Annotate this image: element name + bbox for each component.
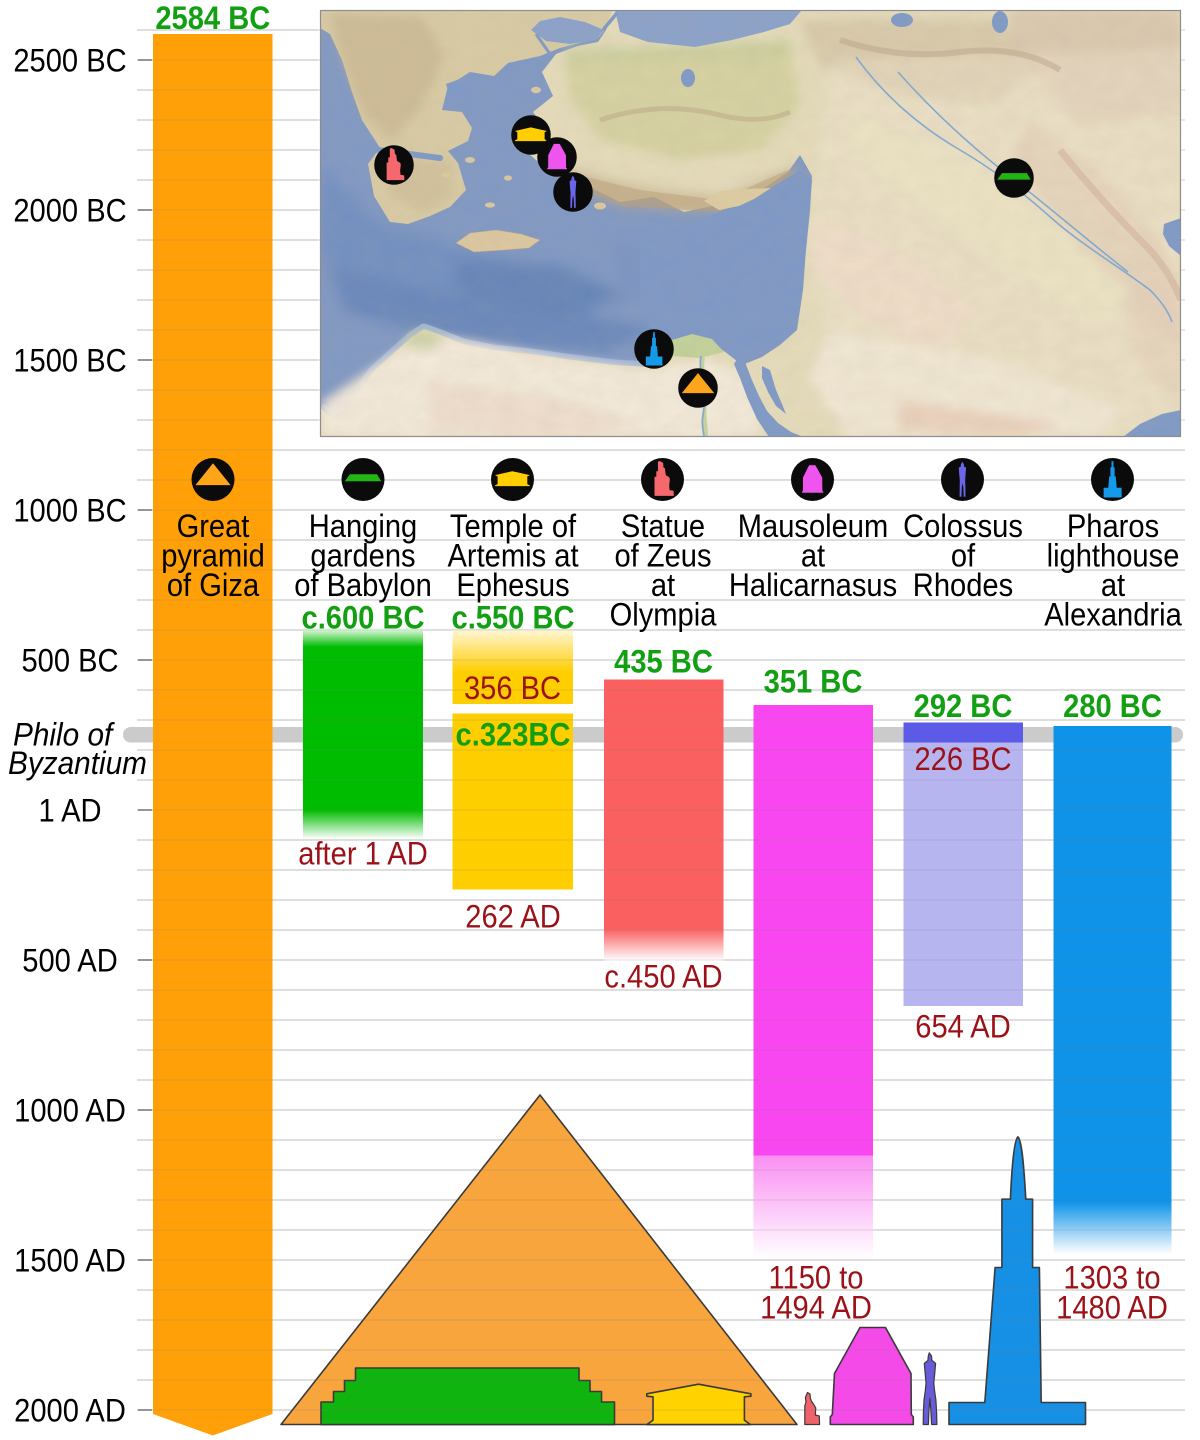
svg-text:1480 AD: 1480 AD <box>1056 1290 1168 1326</box>
svg-text:c.600 BC: c.600 BC <box>302 600 425 636</box>
svg-text:Ephesus: Ephesus <box>456 567 569 603</box>
svg-text:Temple of: Temple of <box>450 508 576 544</box>
svg-text:Halicarnasus: Halicarnasus <box>729 567 897 603</box>
svg-text:Colossus: Colossus <box>903 508 1023 544</box>
svg-text:Mausoleum: Mausoleum <box>738 508 889 544</box>
svg-text:351 BC: 351 BC <box>764 664 863 700</box>
svg-text:500 BC: 500 BC <box>21 643 118 679</box>
svg-text:Hanging: Hanging <box>309 508 418 544</box>
svg-text:280 BC: 280 BC <box>1063 688 1162 724</box>
svg-text:1000 BC: 1000 BC <box>13 493 126 529</box>
svg-text:654 AD: 654 AD <box>915 1009 1011 1045</box>
svg-text:1303 to: 1303 to <box>1063 1260 1160 1296</box>
svg-text:2500 BC: 2500 BC <box>13 43 126 79</box>
svg-text:Rhodes: Rhodes <box>913 567 1013 603</box>
svg-text:at: at <box>1101 567 1125 603</box>
svg-text:226 BC: 226 BC <box>914 741 1011 777</box>
svg-text:at: at <box>801 538 825 574</box>
svg-text:lighthouse: lighthouse <box>1047 538 1180 574</box>
svg-text:c.323BC: c.323BC <box>456 717 571 753</box>
svg-text:1500 AD: 1500 AD <box>14 1243 126 1279</box>
svg-text:1494 AD: 1494 AD <box>760 1290 872 1326</box>
svg-text:2584 BC: 2584 BC <box>155 0 270 36</box>
svg-text:of Giza: of Giza <box>167 567 259 603</box>
svg-text:c.550 BC: c.550 BC <box>452 600 575 636</box>
svg-text:Artemis at: Artemis at <box>447 538 578 574</box>
svg-text:Byzantium: Byzantium <box>8 745 147 781</box>
svg-text:292 BC: 292 BC <box>914 688 1013 724</box>
svg-text:Olympia: Olympia <box>610 597 717 633</box>
svg-text:356 BC: 356 BC <box>464 670 561 706</box>
svg-text:2000 BC: 2000 BC <box>13 193 126 229</box>
svg-text:of Zeus: of Zeus <box>614 538 711 574</box>
svg-text:after 1 AD: after 1 AD <box>298 836 428 872</box>
svg-text:1000 AD: 1000 AD <box>14 1093 126 1129</box>
svg-text:262 AD: 262 AD <box>465 899 561 935</box>
svg-text:500 AD: 500 AD <box>22 943 118 979</box>
svg-text:1500 BC: 1500 BC <box>13 343 126 379</box>
svg-text:of Babylon: of Babylon <box>294 567 432 603</box>
svg-text:of: of <box>951 538 975 574</box>
svg-text:gardens: gardens <box>310 538 415 574</box>
svg-text:Great: Great <box>177 508 250 544</box>
svg-text:pyramid: pyramid <box>161 538 265 574</box>
svg-text:Alexandria: Alexandria <box>1044 597 1182 633</box>
svg-text:at: at <box>651 567 675 603</box>
svg-text:Statue: Statue <box>621 508 705 544</box>
svg-text:1 AD: 1 AD <box>38 793 101 829</box>
svg-text:2000 AD: 2000 AD <box>14 1393 126 1429</box>
svg-text:Pharos: Pharos <box>1067 508 1159 544</box>
svg-text:435 BC: 435 BC <box>614 644 713 680</box>
svg-text:Philo of: Philo of <box>13 717 115 753</box>
svg-text:1150 to: 1150 to <box>769 1260 864 1296</box>
svg-text:c.450 AD: c.450 AD <box>604 959 722 995</box>
